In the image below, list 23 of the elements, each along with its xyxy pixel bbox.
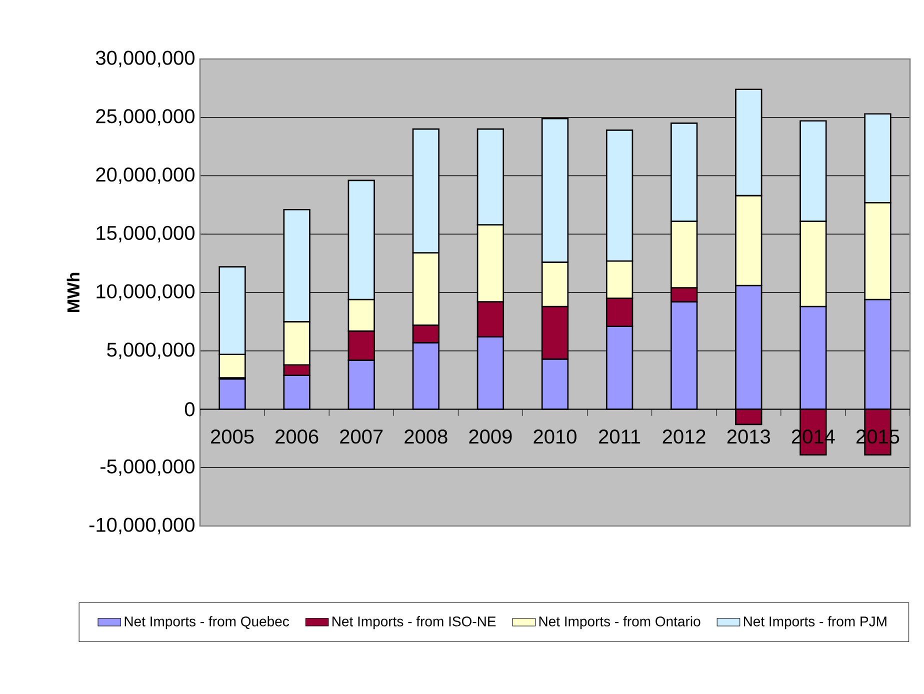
- x-tick-label: 2013: [727, 430, 770, 444]
- y-tick-label: 5,000,000: [107, 342, 194, 360]
- y-tick-label: 30,000,000: [96, 50, 194, 68]
- y-tick-label: -10,000,000: [89, 518, 194, 534]
- legend-label: Net Imports - from Quebec: [124, 616, 290, 630]
- legend-label: Net Imports - from Ontario: [539, 616, 700, 630]
- y-tick-label: -5,000,000: [100, 459, 194, 476]
- y-tick-label: 0: [184, 402, 194, 416]
- legend-label: Net Imports - from ISO-NE: [332, 616, 496, 630]
- x-tick-label: 2009: [469, 430, 512, 444]
- legend-label: Net Imports - from PJM: [744, 616, 886, 630]
- y-tick-label: 15,000,000: [96, 226, 194, 242]
- x-tick-label: 2007: [340, 430, 383, 444]
- x-tick-label: 2005: [211, 430, 254, 444]
- x-tick-label: 2006: [276, 430, 318, 444]
- x-tick-label: 2012: [662, 430, 706, 444]
- y-tick-label: 25,000,000: [96, 109, 194, 126]
- y-tick-label: 20,000,000: [96, 167, 194, 184]
- x-tick-label: 2008: [404, 430, 448, 444]
- y-tick-label: 10,000,000: [96, 284, 194, 301]
- y-axis-title: MWh: [66, 272, 80, 312]
- x-tick-label: 2010: [534, 430, 576, 444]
- x-tick-label: 2011: [599, 430, 640, 444]
